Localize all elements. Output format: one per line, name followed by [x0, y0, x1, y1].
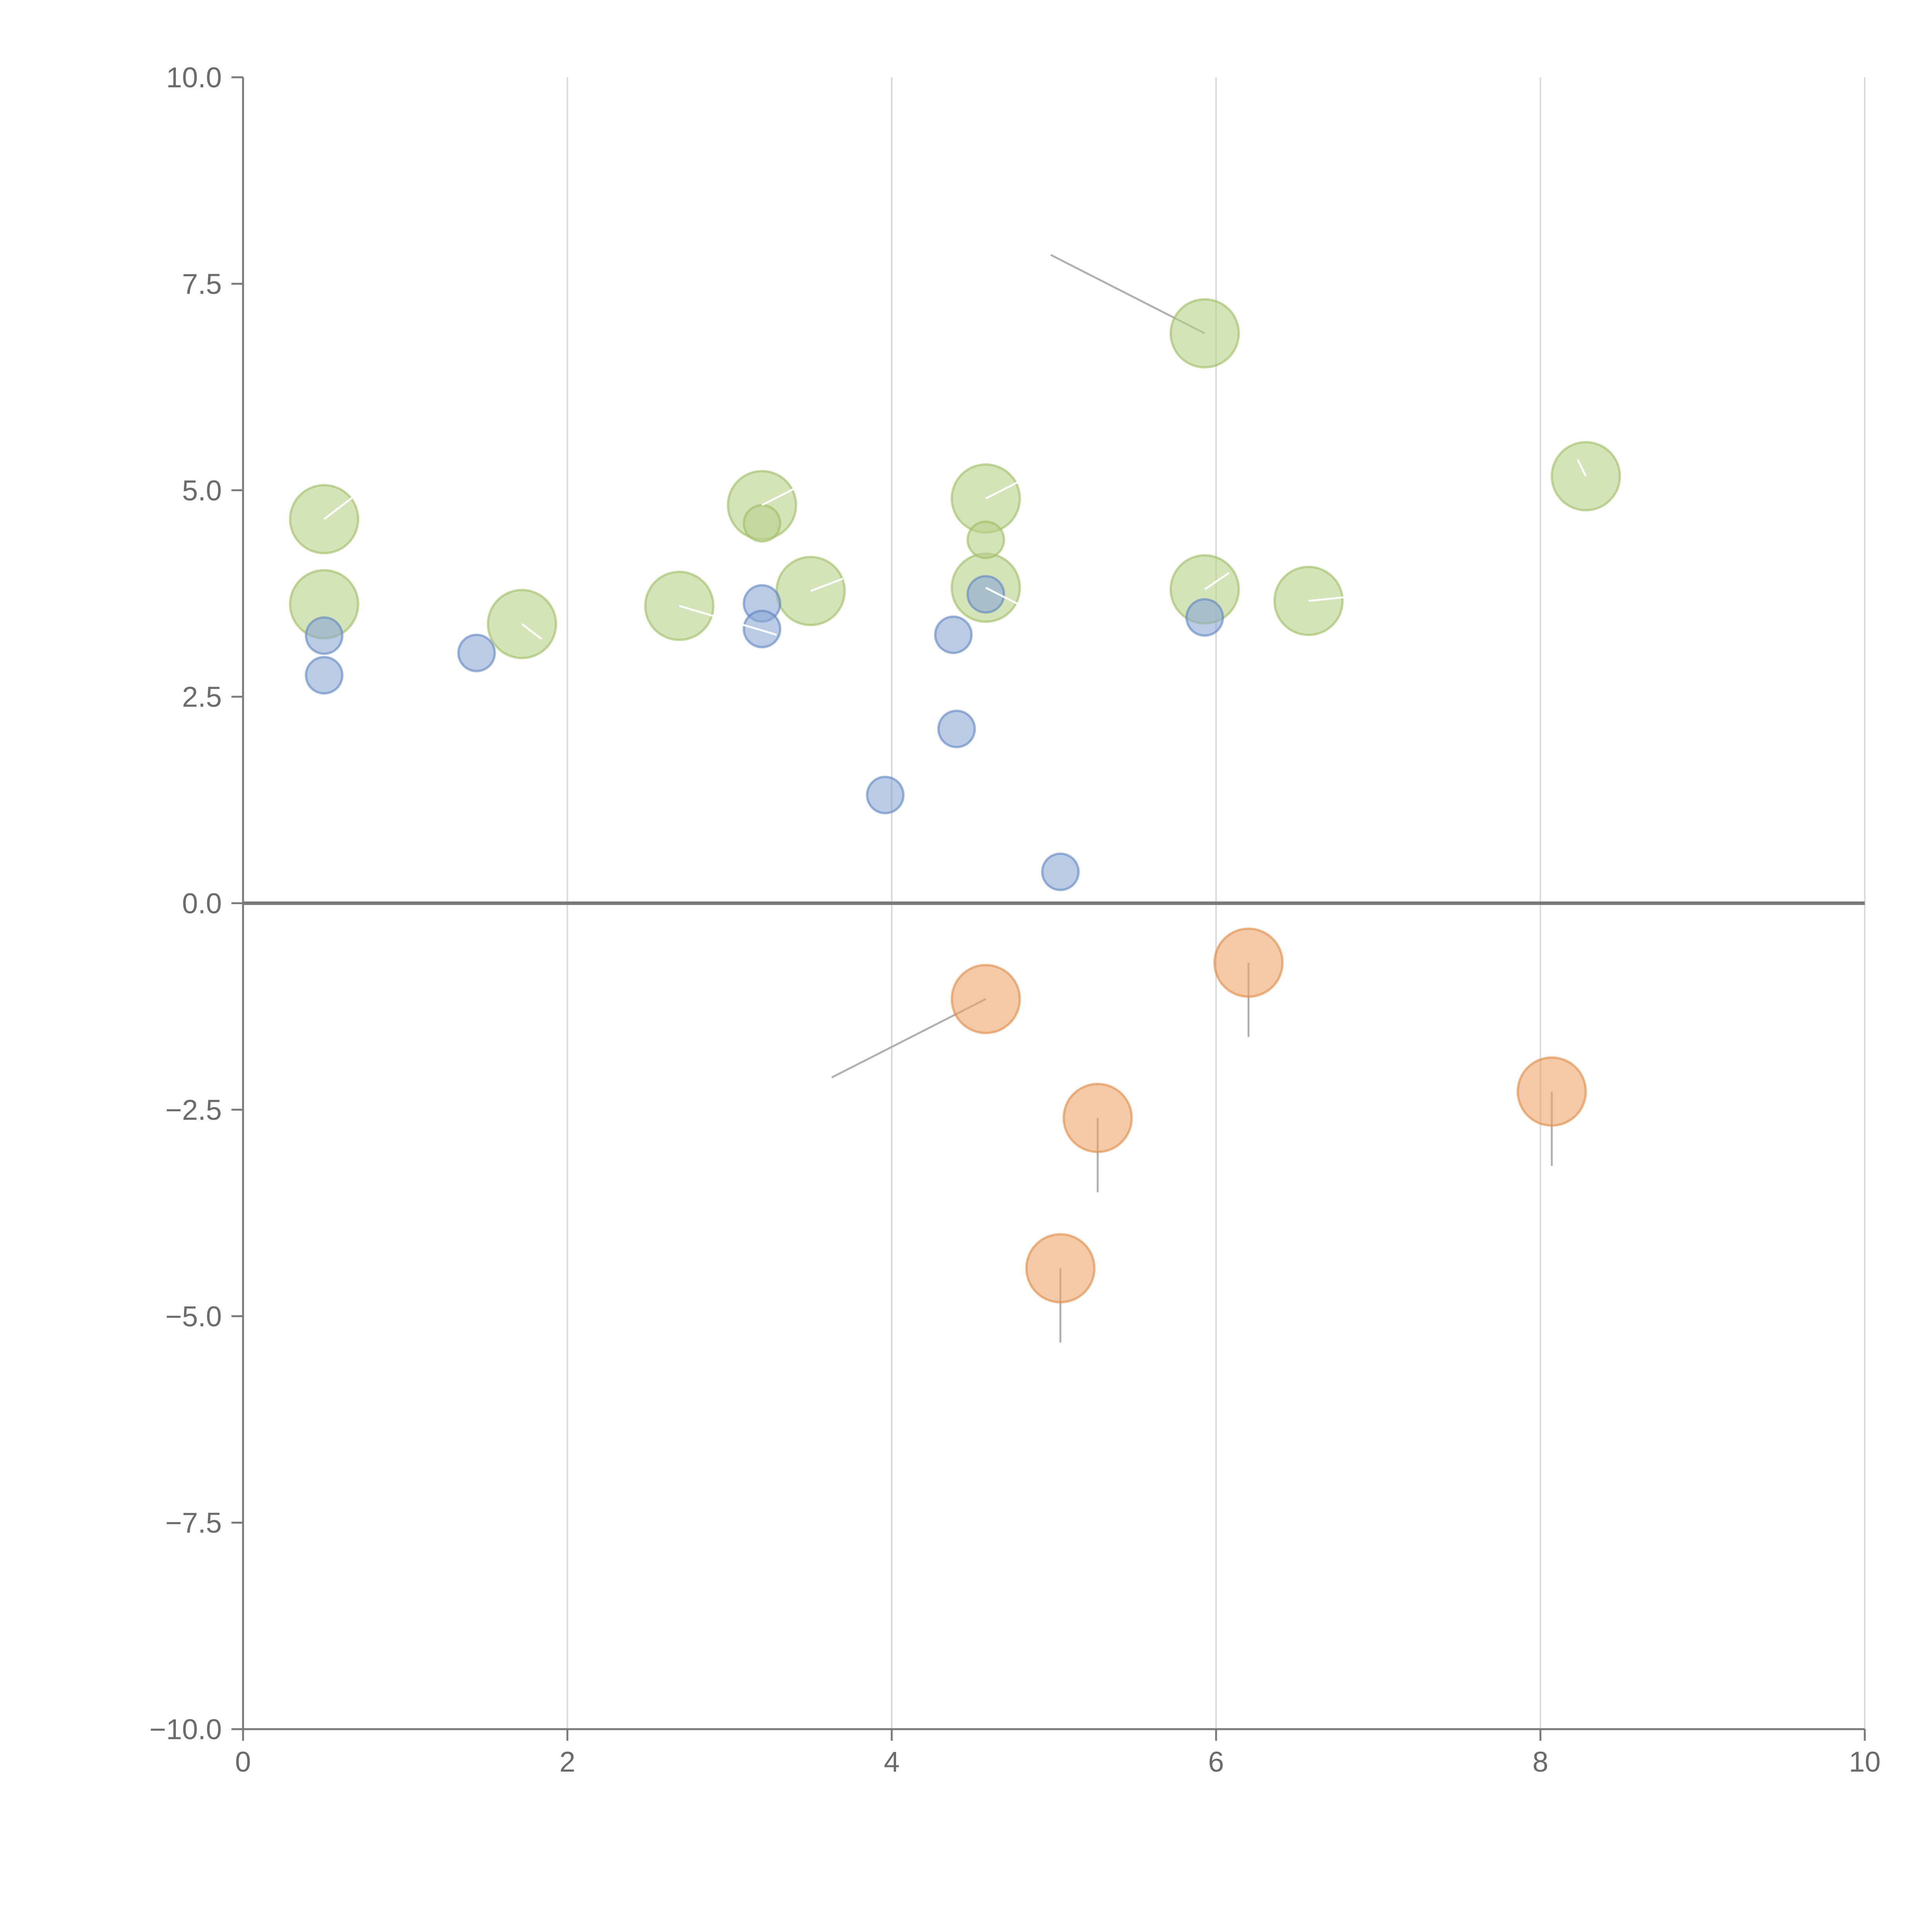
- green-bubble-point: [743, 504, 782, 543]
- label-leader-line: [1308, 596, 1349, 602]
- label-leader-line: [810, 578, 844, 592]
- x-tick-label: 10: [1849, 1746, 1881, 1778]
- blue-bubble-point: [743, 609, 782, 648]
- blue-bubble-point: [966, 575, 1005, 614]
- green-bubble-point: [966, 520, 1005, 559]
- x-tick-label: 8: [1532, 1746, 1548, 1778]
- label-leader-line: [323, 493, 357, 520]
- points-layer: [289, 298, 1621, 1304]
- y-tick-label: 10.0: [166, 61, 222, 94]
- orange-bubble-point: [1025, 1233, 1096, 1304]
- blue-bubble-point: [937, 709, 976, 748]
- y-tick-label: 5.0: [182, 474, 222, 507]
- axes-layer: [231, 76, 1866, 1741]
- blue-bubble-point: [1185, 598, 1224, 637]
- label-leader-line: [985, 587, 1019, 605]
- leader-layer: [831, 254, 1553, 1343]
- blue-bubble-point: [866, 776, 905, 815]
- x-tick-label: 6: [1208, 1746, 1224, 1778]
- label-leader-line: [985, 481, 1019, 500]
- orange-bubble-point: [1213, 927, 1284, 998]
- label-leader-line: [679, 605, 777, 636]
- y-tick-label: 7.5: [182, 268, 222, 300]
- label-leader-line: [1577, 459, 1587, 477]
- y-tick-label: −5.0: [165, 1300, 222, 1332]
- blue-bubble-point: [304, 656, 344, 695]
- y-tick-label: −2.5: [165, 1094, 222, 1126]
- orange-bubble-point: [1516, 1056, 1587, 1127]
- green-bubble-point: [1169, 298, 1240, 369]
- x-tick-label: 0: [235, 1746, 251, 1778]
- orange-bubble-point: [951, 964, 1021, 1034]
- blue-bubble-point: [934, 615, 973, 654]
- y-tick-label: −7.5: [165, 1507, 222, 1539]
- label-leader-line: [761, 488, 795, 506]
- label-leader-line: [521, 623, 542, 640]
- blue-bubble-point: [457, 633, 496, 672]
- x-tick-label: 2: [560, 1746, 575, 1778]
- tick-labels-layer: 0 2 4 6 8 10 −10.0 −7.5 −5.0 −2.5 0.0 2.5 5.0 7.5 10.0: [150, 61, 1881, 1778]
- blue-bubble-point: [304, 616, 344, 655]
- x-tick-label: 4: [884, 1746, 900, 1778]
- y-tick-label: −10.0: [150, 1713, 222, 1745]
- blue-bubble-point: [1041, 852, 1080, 891]
- y-tick-label: 2.5: [182, 681, 222, 713]
- orange-bubble-point: [1062, 1083, 1133, 1153]
- y-tick-label: 0.0: [182, 888, 222, 920]
- label-leader-line: [1204, 572, 1230, 590]
